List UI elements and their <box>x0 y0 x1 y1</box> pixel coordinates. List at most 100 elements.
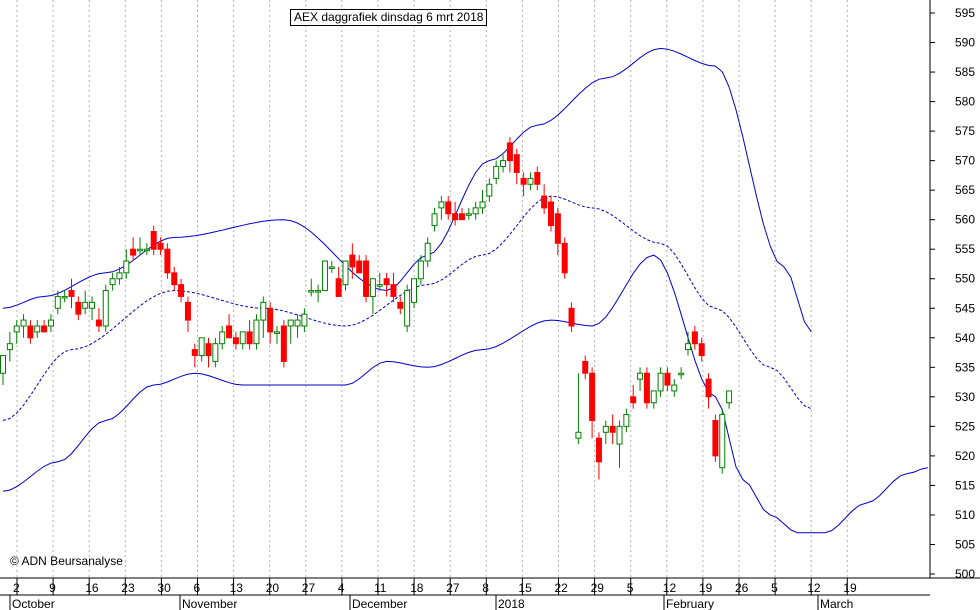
y-tick-label: 570 <box>955 154 975 168</box>
candle-body <box>445 201 452 215</box>
candle <box>116 266 123 285</box>
candle-body <box>582 360 589 374</box>
candle <box>137 237 143 256</box>
x-month-label: November <box>182 597 237 610</box>
candle <box>191 343 198 368</box>
candle-body <box>171 272 178 286</box>
candle <box>47 314 54 332</box>
candle <box>150 225 157 256</box>
candle-body <box>267 307 274 333</box>
candle <box>54 290 61 315</box>
candle <box>691 325 698 350</box>
candle <box>212 337 219 368</box>
y-axis: 500 505 510 515 520 525 530 535 540 545 550 555 560 5… <box>930 6 975 581</box>
candle <box>219 325 226 350</box>
candle-body <box>89 301 96 309</box>
candle-body <box>280 325 287 362</box>
candle <box>68 278 75 309</box>
candle-body <box>486 183 493 197</box>
bollinger-lower-band <box>2 254 928 534</box>
candle-body <box>226 325 233 339</box>
x-tick-label: 27 <box>446 581 460 595</box>
x-tick-label: 4 <box>338 581 345 595</box>
candle-body <box>452 213 459 221</box>
candle <box>582 355 589 380</box>
candle <box>246 320 253 350</box>
candle-body <box>294 319 301 327</box>
y-tick-label: 545 <box>955 301 975 315</box>
candle-body <box>75 301 82 315</box>
candle <box>643 367 650 409</box>
candle <box>452 201 459 226</box>
x-tick-label: 8 <box>482 581 489 595</box>
candle-body <box>390 284 397 297</box>
x-tick-label: 23 <box>121 581 135 595</box>
candle <box>698 337 705 362</box>
candle-body <box>191 349 198 357</box>
x-tick-label: 5 <box>627 581 634 595</box>
y-tick-label: 525 <box>955 419 975 433</box>
candle-body <box>130 248 137 256</box>
candle <box>75 296 82 321</box>
candle <box>561 237 568 279</box>
candle <box>486 178 493 202</box>
candle-body <box>253 319 260 345</box>
x-month-label: February <box>666 597 714 610</box>
candle-body <box>719 414 726 469</box>
candle <box>506 137 513 173</box>
candle-body <box>383 278 390 286</box>
candle <box>41 320 48 333</box>
x-tick-label: 16 <box>85 581 99 595</box>
candle-body <box>363 260 370 297</box>
candle-body <box>274 331 280 334</box>
candle <box>274 325 280 344</box>
candle <box>527 172 534 191</box>
candle <box>678 367 685 380</box>
candle <box>554 207 561 256</box>
y-tick-label: 510 <box>955 508 975 522</box>
candle-body <box>54 295 61 309</box>
candle-body <box>513 154 520 173</box>
candle-body <box>685 343 691 351</box>
candle <box>321 260 328 292</box>
candle <box>363 255 370 303</box>
x-month-label: October <box>12 597 55 610</box>
candle <box>705 373 712 409</box>
candle-body <box>164 248 171 274</box>
y-tick-label: 590 <box>955 36 975 50</box>
candle <box>226 314 233 339</box>
candles <box>0 137 733 480</box>
candle <box>465 207 472 220</box>
candle <box>308 278 315 297</box>
candle <box>102 284 109 332</box>
x-month-label: March <box>820 597 853 610</box>
y-tick-label: 580 <box>955 95 975 109</box>
grid <box>16 0 848 578</box>
candle <box>520 172 527 197</box>
candle <box>637 367 644 391</box>
candle-body <box>13 325 20 333</box>
candle-body <box>595 437 602 463</box>
candle-body <box>342 260 349 286</box>
candle-body <box>520 177 527 185</box>
candle-body <box>705 378 712 398</box>
y-tick-label: 595 <box>955 6 975 20</box>
candle-body <box>68 290 75 297</box>
candle <box>472 201 479 220</box>
candle <box>260 296 267 338</box>
candle <box>95 308 102 332</box>
candle <box>369 278 376 315</box>
candle <box>198 337 205 362</box>
y-tick-label: 500 <box>955 567 975 581</box>
x-tick-label: 20 <box>266 581 280 595</box>
candle-body <box>616 425 623 445</box>
candle <box>267 302 274 344</box>
candle-body <box>239 331 246 345</box>
candle <box>500 154 507 173</box>
candle-body <box>47 319 54 327</box>
copyright-label: © ADN Beursanalyse <box>10 554 123 568</box>
x-tick-label: 15 <box>518 581 532 595</box>
candle <box>541 184 548 214</box>
